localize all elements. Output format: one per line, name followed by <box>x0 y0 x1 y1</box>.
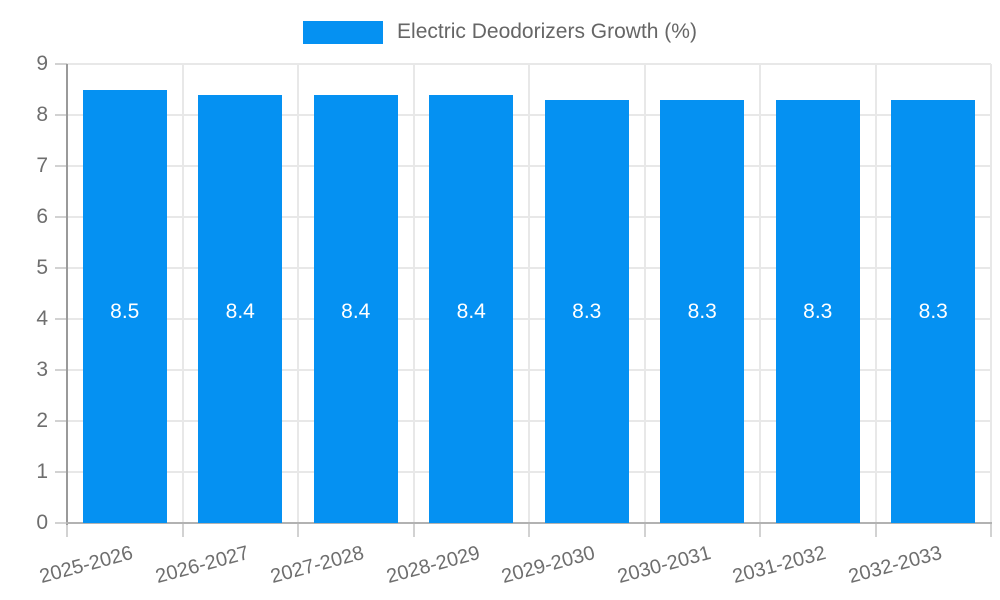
v-gridline <box>413 64 415 523</box>
bar-value-label: 8.3 <box>572 300 602 323</box>
v-gridline <box>875 64 877 523</box>
bar[interactable] <box>82 89 167 523</box>
y-axis-tick <box>55 369 67 371</box>
bar-value-label: 8.4 <box>225 300 255 323</box>
x-axis-label: 2030-2031 <box>614 542 713 589</box>
x-axis-label: 2025-2026 <box>37 542 136 589</box>
x-axis-tick <box>413 523 415 537</box>
x-axis-tick <box>182 523 184 537</box>
y-axis-tick <box>55 63 67 65</box>
y-axis-tick <box>55 267 67 269</box>
bar-value-label: 8.5 <box>110 300 140 323</box>
legend-label: Electric Deodorizers Growth (%) <box>397 20 697 43</box>
v-gridline <box>182 64 184 523</box>
x-axis-tick <box>297 523 299 537</box>
v-gridline <box>528 64 530 523</box>
x-axis-label: 2028-2029 <box>383 542 482 589</box>
y-axis-tick <box>55 420 67 422</box>
x-axis-tick <box>66 523 68 537</box>
v-gridline <box>644 64 646 523</box>
y-axis-label: 3 <box>36 358 48 381</box>
y-axis-line <box>66 64 68 525</box>
bar[interactable] <box>429 94 514 523</box>
x-axis-tick <box>875 523 877 537</box>
y-axis-label: 7 <box>36 154 48 177</box>
x-axis-label: 2029-2030 <box>499 542 598 589</box>
v-gridline <box>759 64 761 523</box>
y-axis-label: 6 <box>36 205 48 228</box>
bar[interactable] <box>198 94 283 523</box>
y-axis-tick <box>55 318 67 320</box>
x-axis-line <box>66 522 992 524</box>
bar-value-label: 8.3 <box>918 300 948 323</box>
x-axis-label: 2031-2032 <box>730 542 829 589</box>
legend-swatch-icon <box>303 20 384 44</box>
y-axis-label: 4 <box>36 307 48 330</box>
x-axis-tick <box>759 523 761 537</box>
bar-value-label: 8.4 <box>456 300 486 323</box>
chart-legend[interactable]: Electric Deodorizers Growth (%) <box>0 16 1000 48</box>
x-axis-tick <box>990 523 992 537</box>
y-axis-label: 0 <box>36 511 48 534</box>
x-axis-tick <box>528 523 530 537</box>
bar-value-label: 8.3 <box>803 300 833 323</box>
bar[interactable] <box>313 94 398 523</box>
y-axis-tick <box>55 471 67 473</box>
bar[interactable] <box>544 99 629 523</box>
bar-value-label: 8.3 <box>687 300 717 323</box>
bar[interactable] <box>660 99 745 523</box>
y-axis-label: 8 <box>36 103 48 126</box>
x-axis-label: 2026-2027 <box>152 542 251 589</box>
y-axis-tick <box>55 165 67 167</box>
y-axis-tick <box>55 522 67 524</box>
v-gridline <box>990 64 992 523</box>
y-axis-label: 2 <box>36 409 48 432</box>
bar-value-label: 8.4 <box>341 300 371 323</box>
y-axis-tick <box>55 114 67 116</box>
bar[interactable] <box>775 99 860 523</box>
x-axis-tick <box>644 523 646 537</box>
bar[interactable] <box>891 99 976 523</box>
y-axis-tick <box>55 216 67 218</box>
y-axis-label: 9 <box>36 52 48 75</box>
y-axis-label: 1 <box>36 460 48 483</box>
v-gridline <box>297 64 299 523</box>
x-axis-label: 2032-2033 <box>845 542 944 589</box>
x-axis-label: 2027-2028 <box>268 542 367 589</box>
y-axis-label: 5 <box>36 256 48 279</box>
